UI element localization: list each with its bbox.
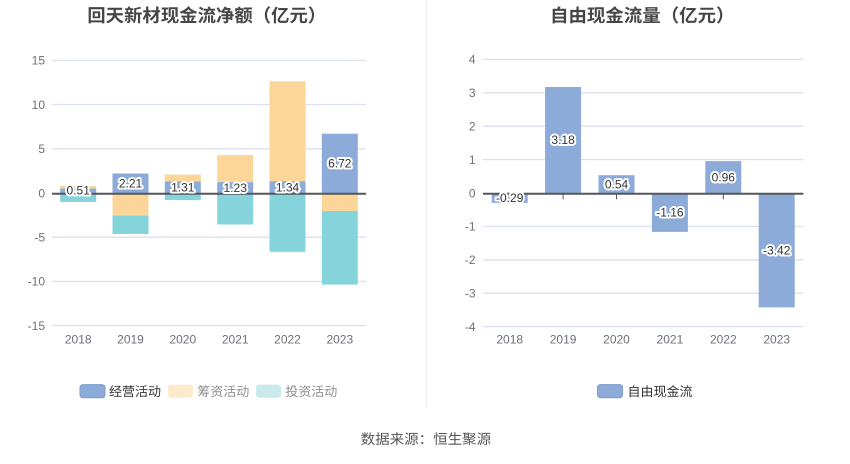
svg-text:5: 5 [38,142,45,156]
svg-text:1: 1 [469,153,476,167]
svg-text:2020: 2020 [603,332,630,346]
svg-text:6.72: 6.72 [328,157,352,171]
svg-text:2019: 2019 [550,332,577,346]
svg-text:15: 15 [32,54,46,68]
svg-text:2021: 2021 [657,332,684,346]
svg-text:4: 4 [469,53,476,67]
svg-text:-1: -1 [465,220,476,234]
svg-text:2018: 2018 [65,332,92,346]
svg-text:-3.42: -3.42 [763,243,791,257]
svg-text:2022: 2022 [710,332,737,346]
svg-text:10: 10 [32,98,46,112]
svg-text:2023: 2023 [763,332,790,346]
svg-text:-2: -2 [465,253,476,267]
svg-text:2.21: 2.21 [119,177,143,191]
svg-text:2021: 2021 [222,332,249,346]
svg-text:3: 3 [469,86,476,100]
svg-text:0: 0 [38,186,45,200]
svg-text:2020: 2020 [169,332,196,346]
svg-text:2018: 2018 [496,332,523,346]
svg-text:-15: -15 [28,319,46,333]
svg-text:0.96: 0.96 [712,170,736,184]
svg-text:1.23: 1.23 [224,181,248,195]
svg-text:-3: -3 [465,287,476,301]
svg-text:-5: -5 [34,231,45,245]
svg-text:1.34: 1.34 [276,180,300,194]
svg-text:0.51: 0.51 [67,183,91,197]
svg-text:1.31: 1.31 [171,181,195,195]
svg-text:3.18: 3.18 [551,133,575,147]
svg-text:2: 2 [469,120,476,134]
svg-text:0.54: 0.54 [605,177,629,191]
svg-text:-0.29: -0.29 [496,191,524,205]
svg-text:0: 0 [469,186,476,200]
svg-text:2022: 2022 [274,332,301,346]
svg-text:-4: -4 [465,320,476,334]
svg-text:-10: -10 [28,275,46,289]
svg-text:2023: 2023 [326,332,353,346]
svg-text:-1.16: -1.16 [656,206,684,220]
svg-text:2019: 2019 [117,332,144,346]
